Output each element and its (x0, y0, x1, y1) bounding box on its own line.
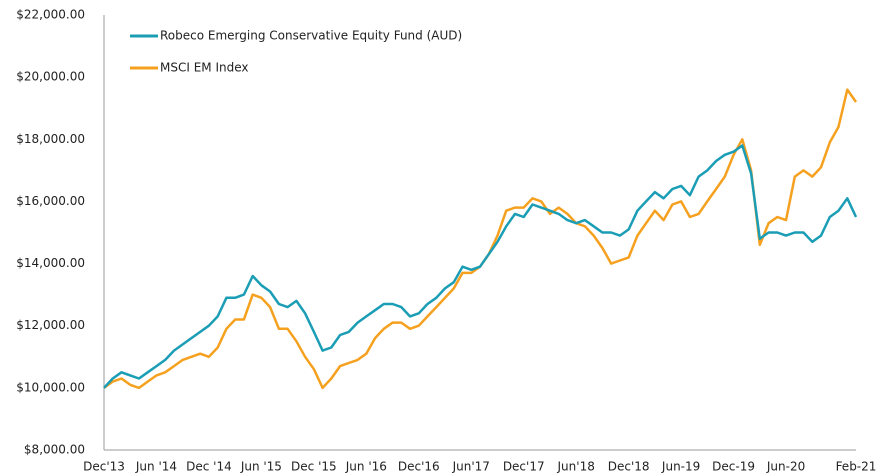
y-tick-label: $8,000.00 (24, 443, 85, 457)
y-tick-label: $10,000.00 (16, 380, 85, 394)
legend-label: Robeco Emerging Conservative Equity Fund… (160, 29, 462, 43)
legend-label: MSCI EM Index (160, 61, 249, 75)
x-tick-label: Dec'16 (398, 460, 440, 474)
series-line (103, 144, 858, 389)
y-tick-label: $12,000.00 (16, 318, 85, 332)
x-tick-label: Jun'17 (452, 460, 490, 474)
x-tick-label: Feb-21 (836, 460, 877, 474)
x-tick-label: Jun'18 (557, 460, 595, 474)
x-tick-label: Dec'13 (83, 460, 125, 474)
series-line (103, 88, 858, 390)
x-tick-label: Dec '14 (186, 460, 232, 474)
x-tick-label: Dec'17 (503, 460, 545, 474)
x-tick-label: Jun-19 (661, 460, 700, 474)
x-tick-label: Dec-19 (712, 460, 755, 474)
x-tick-label: Jun-20 (766, 460, 805, 474)
y-tick-label: $22,000.00 (16, 8, 85, 22)
y-tick-label: $18,000.00 (16, 132, 85, 146)
x-tick-label: Jun '15 (240, 460, 282, 474)
y-tick-label: $14,000.00 (16, 256, 85, 270)
x-tick-label: Jun '14 (135, 460, 177, 474)
x-tick-label: Jun '16 (345, 460, 387, 474)
x-tick-label: Dec'18 (608, 460, 650, 474)
y-tick-label: $20,000.00 (16, 70, 85, 84)
x-tick-label: Dec '15 (291, 460, 337, 474)
y-tick-label: $16,000.00 (16, 194, 85, 208)
